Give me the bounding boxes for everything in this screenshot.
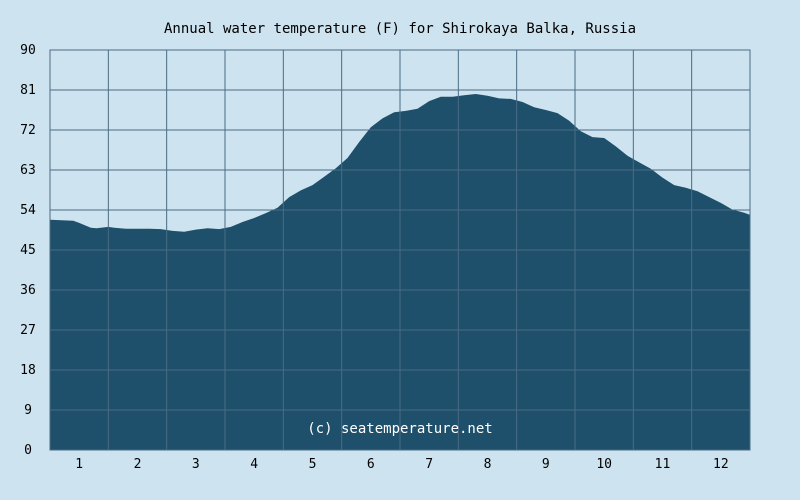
- y-tick-label: 27: [20, 323, 36, 338]
- y-tick-label: 63: [20, 163, 36, 178]
- x-tick-label: 6: [367, 457, 375, 472]
- y-tick-label: 72: [20, 123, 36, 138]
- x-tick-label: 12: [713, 457, 729, 472]
- x-tick-label: 3: [192, 457, 200, 472]
- y-tick-label: 54: [20, 203, 36, 218]
- x-tick-label: 8: [484, 457, 492, 472]
- x-tick-label: 10: [596, 457, 612, 472]
- x-tick-label: 5: [309, 457, 317, 472]
- y-tick-label: 90: [20, 43, 36, 58]
- x-tick-label: 1: [75, 457, 83, 472]
- chart-title: Annual water temperature (F) for Shiroka…: [164, 21, 636, 37]
- x-tick-label: 7: [425, 457, 433, 472]
- x-tick-label: 2: [134, 457, 142, 472]
- x-tick-label: 11: [655, 457, 671, 472]
- watermark: (c) seatemperature.net: [307, 421, 492, 437]
- x-tick-label: 9: [542, 457, 550, 472]
- x-tick-label: 4: [250, 457, 258, 472]
- y-tick-label: 0: [24, 443, 32, 458]
- y-tick-label: 18: [20, 363, 36, 378]
- y-tick-label: 36: [20, 283, 36, 298]
- y-tick-label: 9: [24, 403, 32, 418]
- plot-border: [49, 49, 751, 451]
- y-tick-label: 81: [20, 83, 36, 98]
- y-tick-label: 45: [20, 243, 36, 258]
